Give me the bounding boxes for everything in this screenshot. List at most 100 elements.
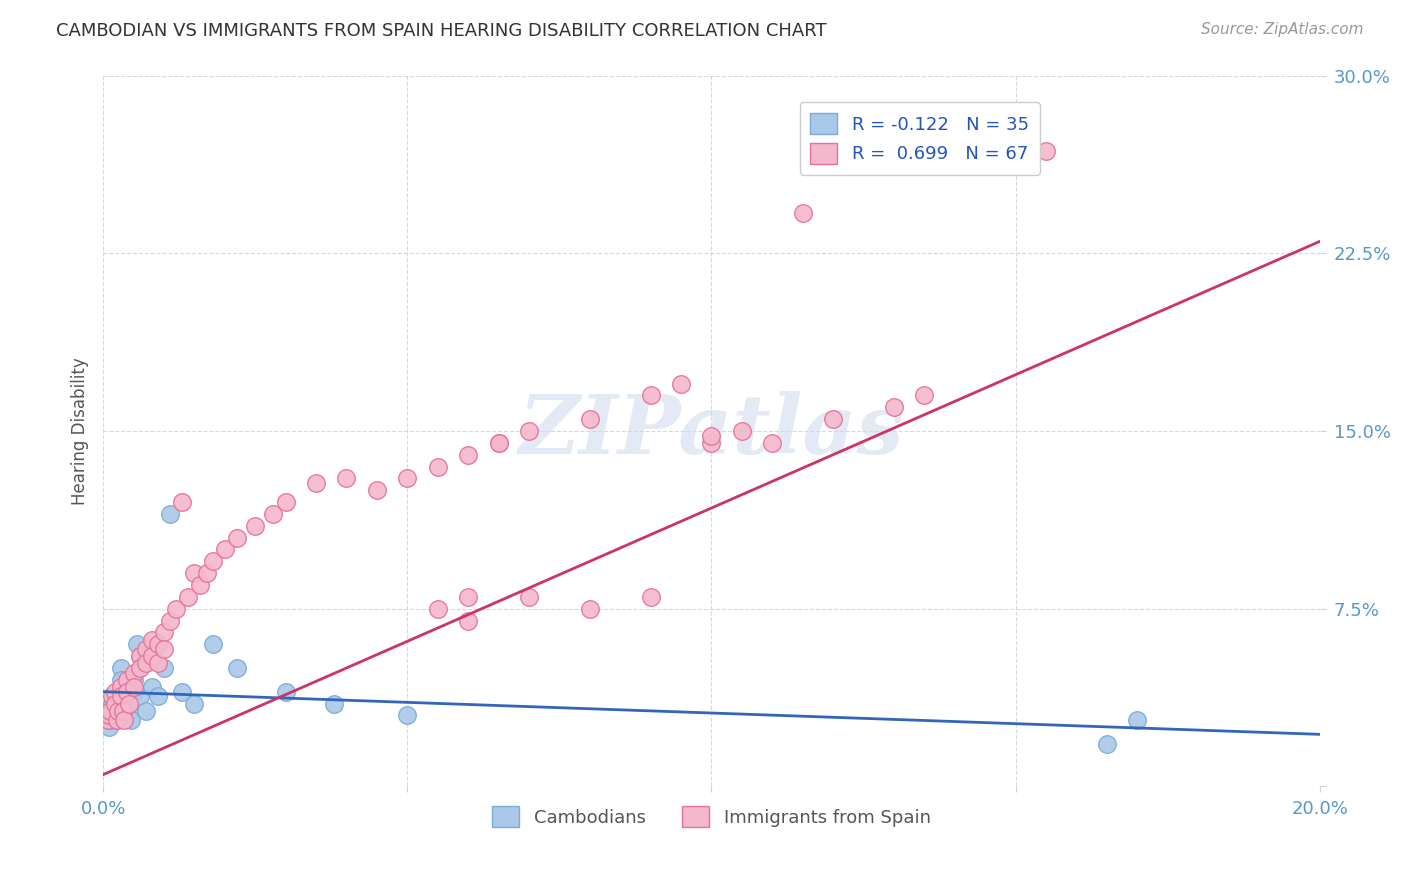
Legend: Cambodians, Immigrants from Spain: Cambodians, Immigrants from Spain	[485, 799, 938, 834]
Point	[274, 495, 297, 509]
Point	[97, 708, 120, 723]
Point	[578, 412, 600, 426]
Point	[177, 590, 200, 604]
Point	[110, 690, 132, 704]
Point	[112, 708, 135, 723]
Point	[159, 614, 181, 628]
Text: Source: ZipAtlas.com: Source: ZipAtlas.com	[1201, 22, 1364, 37]
Point	[128, 649, 150, 664]
Point	[426, 601, 449, 615]
Point	[97, 713, 120, 727]
Point	[305, 476, 328, 491]
Point	[366, 483, 388, 498]
Point	[110, 673, 132, 687]
Point	[117, 690, 139, 704]
Point	[517, 424, 540, 438]
Point	[640, 388, 662, 402]
Point	[98, 720, 121, 734]
Point	[135, 704, 157, 718]
Point	[141, 632, 163, 647]
Point	[159, 507, 181, 521]
Point	[104, 697, 127, 711]
Point	[201, 637, 224, 651]
Point	[1095, 737, 1118, 751]
Point	[135, 642, 157, 657]
Point	[226, 661, 249, 675]
Point	[396, 471, 419, 485]
Point	[107, 701, 129, 715]
Point	[111, 697, 134, 711]
Point	[110, 661, 132, 675]
Point	[117, 673, 139, 687]
Point	[731, 424, 754, 438]
Point	[146, 637, 169, 651]
Text: CAMBODIAN VS IMMIGRANTS FROM SPAIN HEARING DISABILITY CORRELATION CHART: CAMBODIAN VS IMMIGRANTS FROM SPAIN HEARI…	[56, 22, 827, 40]
Point	[112, 713, 135, 727]
Point	[153, 642, 176, 657]
Point	[226, 531, 249, 545]
Point	[195, 566, 218, 581]
Point	[165, 601, 187, 615]
Point	[107, 704, 129, 718]
Point	[153, 625, 176, 640]
Point	[104, 690, 127, 704]
Point	[128, 690, 150, 704]
Point	[111, 704, 134, 718]
Point	[669, 376, 692, 391]
Point	[118, 704, 141, 718]
Point	[335, 471, 357, 485]
Point	[323, 697, 346, 711]
Point	[105, 713, 128, 727]
Point	[457, 448, 479, 462]
Point	[141, 680, 163, 694]
Y-axis label: Hearing Disability: Hearing Disability	[72, 357, 89, 505]
Point	[125, 637, 148, 651]
Point	[117, 680, 139, 694]
Point	[122, 665, 145, 680]
Point	[128, 661, 150, 675]
Point	[700, 428, 723, 442]
Point	[172, 495, 194, 509]
Point	[101, 697, 124, 711]
Point	[117, 684, 139, 698]
Point	[457, 590, 479, 604]
Point	[100, 713, 122, 727]
Point	[245, 518, 267, 533]
Point	[396, 708, 419, 723]
Point	[98, 708, 121, 723]
Point	[517, 590, 540, 604]
Point	[426, 459, 449, 474]
Point	[190, 578, 212, 592]
Point	[128, 649, 150, 664]
Point	[100, 704, 122, 718]
Point	[110, 680, 132, 694]
Point	[105, 713, 128, 727]
Point	[792, 206, 814, 220]
Point	[457, 614, 479, 628]
Point	[823, 412, 845, 426]
Point	[104, 704, 127, 718]
Point	[146, 690, 169, 704]
Point	[262, 507, 284, 521]
Point	[122, 673, 145, 687]
Point	[883, 401, 905, 415]
Point	[578, 601, 600, 615]
Point	[122, 684, 145, 698]
Point	[1126, 713, 1149, 727]
Point	[118, 697, 141, 711]
Point	[274, 684, 297, 698]
Point	[141, 649, 163, 664]
Point	[183, 566, 205, 581]
Point	[201, 554, 224, 568]
Point	[183, 697, 205, 711]
Point	[120, 713, 142, 727]
Point	[122, 680, 145, 694]
Point	[101, 690, 124, 704]
Text: ZIPatlas: ZIPatlas	[519, 391, 904, 471]
Point	[488, 435, 510, 450]
Point	[135, 657, 157, 671]
Point	[761, 435, 783, 450]
Point	[700, 435, 723, 450]
Point	[1035, 145, 1057, 159]
Point	[153, 661, 176, 675]
